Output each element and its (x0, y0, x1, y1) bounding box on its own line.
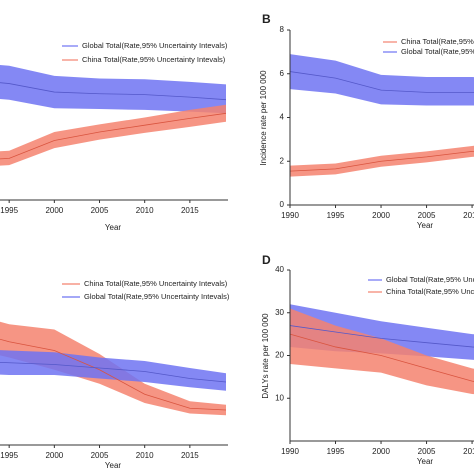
uncertainty-band (0, 65, 226, 114)
y-axis-title: DALYs rate per 100 000 (261, 313, 270, 399)
y-tick-label: 2 (280, 156, 285, 165)
y-tick-label: 4 (280, 113, 285, 122)
x-tick-label: 2010 (136, 206, 154, 215)
x-axis-title: Year (105, 223, 122, 232)
x-tick-label: 2005 (91, 451, 109, 460)
x-tick-label: 2010 (463, 447, 474, 456)
x-tick-label: 1990 (281, 211, 299, 220)
y-tick-label: 10 (275, 393, 284, 402)
x-axis-title: Year (417, 457, 434, 466)
x-tick-label: 2000 (45, 451, 63, 460)
series-line (0, 112, 227, 160)
y-tick-label: 0 (280, 200, 285, 209)
x-tick-label: 1990 (281, 447, 299, 456)
x-tick-label: 1995 (0, 451, 18, 460)
legend-label: Global Total(Rate,95% Uncertainty Inteva… (386, 275, 474, 284)
series-line (0, 338, 227, 411)
uncertainty-band (290, 308, 474, 395)
y-axis-title: Incidence rate per 100 000 (259, 70, 268, 166)
x-tick-label: 2010 (136, 451, 154, 460)
x-tick-label: 2005 (418, 211, 436, 220)
legend-label: Global Total(Rate,95% Uncertainty Inteva… (82, 41, 228, 50)
x-tick-label: 2005 (91, 206, 109, 215)
uncertainty-band (0, 104, 226, 166)
y-tick-label: 40 (275, 265, 284, 274)
legend-label: China Total(Rate,95% Uncertainty Inteval… (82, 55, 226, 64)
series-line (289, 325, 474, 348)
x-tick-label: 2000 (372, 211, 390, 220)
y-tick-label: 30 (275, 308, 284, 317)
x-tick-label: 1995 (327, 211, 345, 220)
legend-label: Global Total(Rate,95% Uncertainty Inteva… (401, 47, 474, 56)
legend-label: China Total(Rate,95% Uncertainty Inteval… (84, 279, 228, 288)
legend-label: China Total(Rate,95% Uncertainty Inteval… (401, 37, 474, 46)
legend-label: China Total(Rate,95% Uncertainty Inteval… (386, 287, 474, 296)
x-axis-title: Year (417, 221, 434, 230)
series-line (0, 82, 227, 101)
x-tick-label: 2010 (463, 211, 474, 220)
series-line (0, 361, 227, 383)
x-axis-title: Year (105, 461, 122, 470)
x-tick-label: 1995 (0, 206, 18, 215)
series-line (289, 71, 474, 93)
uncertainty-band (0, 350, 226, 391)
x-tick-label: 2015 (181, 451, 199, 460)
x-tick-label: 2000 (372, 447, 390, 456)
uncertainty-band (290, 145, 474, 177)
x-tick-label: 1995 (327, 447, 345, 456)
y-tick-label: 6 (280, 69, 285, 78)
series-line (289, 150, 474, 172)
legend-label: Global Total(Rate,95% Uncertainty Inteva… (84, 292, 230, 301)
panel-label: D (262, 253, 271, 267)
y-tick-label: 20 (275, 351, 284, 360)
x-tick-label: 2005 (418, 447, 436, 456)
series-line (289, 333, 474, 382)
x-tick-label: 2000 (45, 206, 63, 215)
x-tick-label: 2015 (181, 206, 199, 215)
y-tick-label: 8 (280, 25, 285, 34)
panel-label: B (262, 12, 271, 26)
uncertainty-band (290, 54, 474, 106)
